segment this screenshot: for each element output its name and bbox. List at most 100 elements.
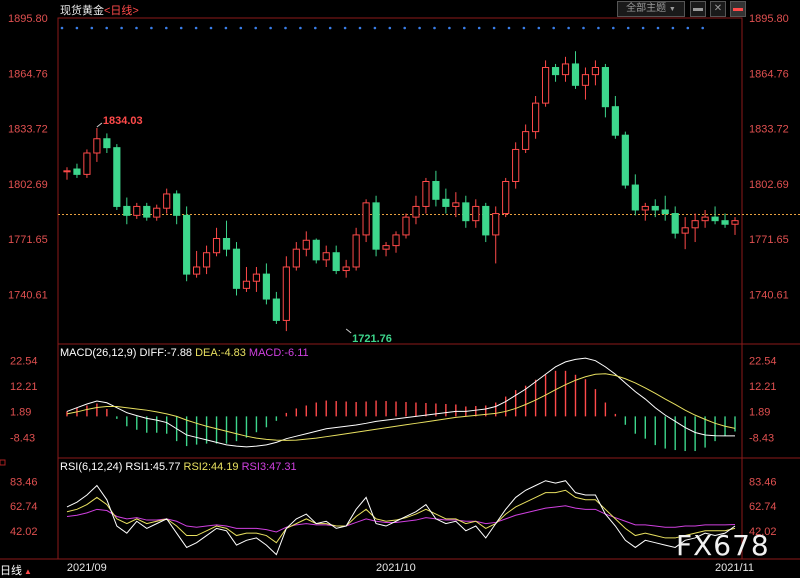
candle-up [581,74,590,86]
close-icon[interactable]: ✕ [710,1,726,17]
candle-up [422,180,430,207]
top-marker-dot [105,26,108,30]
candle-down [551,67,560,76]
rsi-tick-right: 62.74 [749,501,777,513]
candle-down [262,273,270,300]
candle-up [342,266,350,272]
top-marker-dot [686,26,690,30]
candle-down [113,147,121,207]
candle-up [512,148,520,182]
top-marker-dot [507,26,511,30]
price-tick-left: 1895.80 [8,13,48,25]
date-tick: 2021/10 [376,562,416,574]
top-marker-dot [90,26,94,30]
macd-panel: 22.54 22.54 12.21 12.21 1.89 1.89 -8.43 -8.43 MA… [10,347,777,452]
theme-selector-button[interactable]: 全部主题 ▼ [617,1,685,17]
top-marker-dot [254,26,257,30]
candle-up [641,205,649,211]
candle-up [352,234,360,268]
candle-up [83,152,91,175]
candle-down [183,214,191,275]
candle-down [721,220,729,225]
price-tick-right: 1864.76 [749,68,789,80]
macd-legend-item: MACD:-6.11 [249,347,309,359]
candle-down [711,216,719,222]
price-tick-right: 1802.69 [749,179,789,191]
candle-up [591,67,600,76]
top-marker-dot [641,26,645,30]
macd-legend-item: DEA:-4.83 [195,347,249,359]
rsi3-line [66,505,736,533]
macd-legend-item: MACD(26,12,9) [60,347,139,359]
period-tab[interactable]: 日线 ▲ [0,562,32,577]
candle-down [621,134,629,186]
candle-up [212,237,221,254]
watermark-logo: FX678 [676,529,770,562]
rsi2-line [66,489,736,544]
macd-tick-right: 12.21 [749,381,777,393]
top-marker-dot [269,26,272,30]
candle-down [372,202,380,250]
minimize-icon[interactable]: ▬ [690,1,706,17]
top-marker-dot [701,26,704,30]
candle-up [163,193,171,209]
top-marker-dot [179,26,183,30]
candle-down [103,138,111,149]
candle-up [681,227,689,234]
candle-up [302,239,310,250]
macd-legend: MACD(26,12,9) DIFF:-7.88 DEA:-4.83 MACD:… [60,347,309,359]
top-marker-dot [314,26,317,30]
candle-down [222,237,231,250]
top-marker-dot [597,26,600,30]
macd-legend-item: DIFF:-7.88 [139,347,195,359]
candle-down [143,205,151,218]
candle-down [73,168,81,175]
top-marker-dot [373,26,377,30]
chart-toolbar: 现货黄金<日线> 全部主题 ▼ ▬ ✕ ▬ [0,0,800,18]
top-marker-dot [403,26,407,30]
candle-up [691,220,699,229]
price-tick-left: 1802.69 [8,179,48,191]
rsi1-line [66,480,736,556]
candle-up [322,252,330,261]
candle-up [153,207,161,218]
rsi-legend-item: RSI1:45.77 [125,461,183,473]
macd-tick-left: 12.21 [10,381,38,393]
candle-up [502,180,510,215]
top-marker-dot [567,26,570,30]
annotation-pointer [96,122,103,128]
candle-down [611,106,619,136]
candle-up [93,138,101,154]
candle-up [701,216,709,222]
price-axis-left: 1895.80 1864.76 1833.72 1802.69 1771.65 1740.… [8,13,48,301]
candle-down [312,239,320,261]
candle-up [532,102,540,133]
top-marker-dot [492,26,496,30]
top-marker-dot [284,26,287,30]
candle-down [123,205,131,216]
candle-up [492,213,500,236]
macd-tick-left: 22.54 [10,356,38,368]
candle-up [63,170,71,173]
top-marker-dot [75,26,79,30]
top-marker-dot [120,26,123,30]
top-marker-dot [150,26,153,30]
period-label: <日线> [104,5,139,17]
low-annotation: 1721.76 [352,333,392,345]
candle-down [631,184,639,211]
price-tick-right: 1771.65 [749,234,789,246]
macd-tick-right: -8.43 [749,432,774,444]
instrument-name: 现货黄金 [60,5,104,17]
top-marker-dot [135,26,138,30]
candle-down [272,298,280,321]
candle-up [202,252,211,268]
candle-down [661,209,669,215]
chevron-up-icon: ▲ [24,567,32,576]
chart-frame [0,17,800,560]
indicator-toggle-icon[interactable]: ▬ [730,1,746,17]
candle-up [402,216,410,236]
candle-up [252,273,261,282]
